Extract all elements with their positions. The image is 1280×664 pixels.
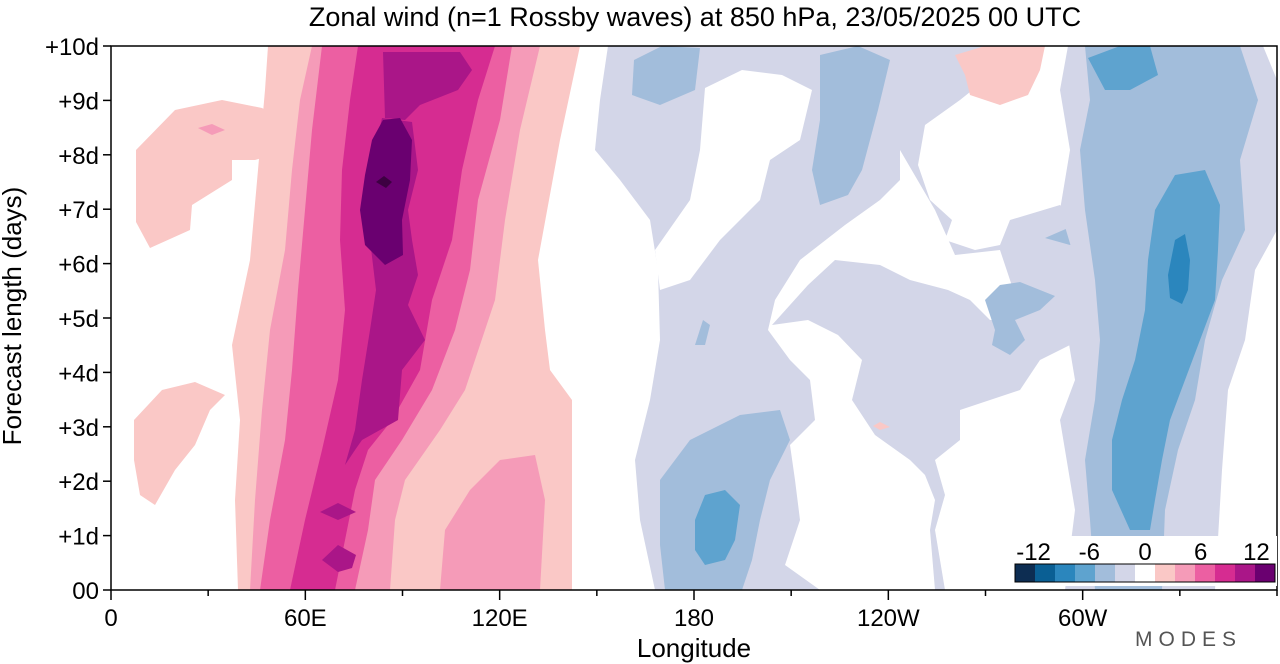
y-tick-label: 00 [72, 578, 99, 605]
colorbar-swatch [1055, 564, 1076, 582]
contour-pos-12-core [360, 118, 412, 265]
colorbar-swatch [1015, 564, 1036, 582]
colorbar-label: -6 [1079, 539, 1100, 566]
contour-neg-4-top-left [632, 46, 700, 105]
contour-neg-6-dateline [695, 490, 740, 565]
y-tick-label: +4d [58, 360, 99, 387]
colorbar-swatch [1155, 564, 1176, 582]
contour-pos-2-west-blob [136, 100, 290, 248]
contour-pos-10-band-upper [383, 52, 472, 120]
colorbar-legend: -12 -6 0 6 12 [1008, 536, 1277, 586]
contour-neg-6-west-top [1088, 46, 1158, 90]
colorbar-label: 0 [1138, 539, 1151, 566]
y-tick-label: +6d [58, 252, 99, 279]
contour-zero-gap-2 [768, 150, 1020, 590]
colorbar-swatch [1095, 564, 1116, 582]
contour-neg-4-dateline-upper [812, 46, 890, 205]
y-tick-label: +7d [58, 197, 99, 224]
x-tick-label: 120E [472, 605, 528, 632]
plot-area [111, 46, 1277, 590]
colorbar-frame [1014, 563, 1276, 583]
modes-logo: MODES [1135, 628, 1242, 651]
y-tick-label: +1d [58, 524, 99, 551]
colorbar-swatch [1215, 564, 1236, 582]
x-axis: 0 60E 120E 180 120W 60W [104, 590, 1278, 632]
contour-neg-4-mid-east-b [985, 282, 1055, 355]
colorbar-label: -12 [1016, 539, 1051, 566]
x-tick-label: 60E [284, 605, 327, 632]
contour-pos-4-east-lobe [440, 455, 545, 590]
contour-pos-10-lobe-b [322, 545, 356, 572]
colorbar-swatch [1175, 564, 1196, 582]
contour-pos-2-west-lower-blob [134, 382, 225, 505]
x-tick-label: 120W [857, 605, 920, 632]
contour-pos-10-lobe-a [320, 503, 356, 520]
colorbar-swatch [1235, 564, 1256, 582]
colorbar-swatch [1195, 564, 1216, 582]
colorbar-swatch [1135, 564, 1156, 582]
colorbar-label: 6 [1194, 539, 1207, 566]
contour-neg-6-west-main [1112, 170, 1220, 530]
contour-neg-8-west-core [1168, 234, 1190, 304]
y-tick-label: +8d [58, 143, 99, 170]
colorbar-label: 12 [1243, 539, 1270, 566]
contour-pos-4-west-speck [198, 124, 225, 135]
y-tick-label: +3d [58, 415, 99, 442]
colorbar-swatch [1255, 564, 1276, 582]
y-tick-label: +5d [58, 306, 99, 333]
contour-neg-4-speck [695, 320, 710, 345]
y-tick-label: +9d [58, 88, 99, 115]
contour-zero-gap-1 [655, 70, 812, 290]
contour-pos-14-peak [376, 176, 392, 188]
y-axis-label: Forecast length (days) [0, 187, 27, 446]
colorbar-swatch [1035, 564, 1056, 582]
colorbar-swatch [1075, 564, 1096, 582]
y-axis: 00 +1d +2d +3d +4d +5d +6d +7d +8d +9d +10d [45, 34, 111, 605]
colorbar-swatch [1115, 564, 1136, 582]
contour-pos-2-top-east [955, 46, 1045, 105]
x-tick-label: 180 [674, 605, 714, 632]
y-tick-label: +2d [58, 469, 99, 496]
chart-title: Zonal wind (n=1 Rossby waves) at 850 hPa… [309, 2, 1081, 32]
x-tick-label: 60W [1058, 605, 1108, 632]
y-tick-label: +10d [45, 34, 99, 61]
contour-pos-2-speck-east [873, 422, 890, 430]
x-tick-label: 0 [104, 605, 117, 632]
x-axis-label: Longitude [637, 633, 751, 663]
